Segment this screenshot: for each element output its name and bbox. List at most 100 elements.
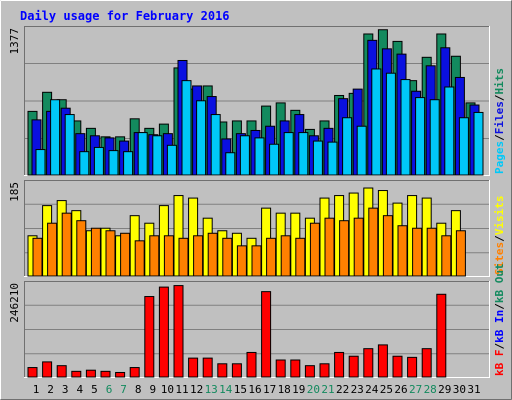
bar-sites-day-22 — [339, 220, 350, 277]
x-tick-label: 27 — [409, 383, 422, 396]
bar-pages-day-31 — [473, 111, 484, 176]
bar-sites-day-11 — [178, 237, 189, 277]
bar-pages-day-7 — [123, 151, 134, 176]
legend-item: kB Out — [493, 263, 506, 303]
bar-kb-f-day-22 — [334, 351, 345, 378]
bar-pages-day-27 — [415, 97, 426, 176]
bar-kb-f-day-9 — [144, 296, 155, 378]
x-tick-label: 12 — [190, 383, 203, 396]
bar-sites-day-19 — [295, 237, 306, 277]
bar-pages-day-14 — [225, 152, 236, 176]
x-tick-label: 20 — [307, 383, 320, 396]
bar-kb-f-day-18 — [275, 359, 286, 378]
bar-pages-day-6 — [108, 150, 119, 176]
bar-pages-day-16 — [254, 137, 265, 176]
bar-sites-day-14 — [222, 237, 233, 277]
bar-kb-f-day-4 — [71, 370, 82, 378]
bar-pages-day-30 — [458, 117, 469, 176]
bar-pages-day-17 — [269, 143, 280, 176]
bar-kb-f-day-26 — [392, 355, 403, 378]
bar-kb-f-day-17 — [261, 291, 272, 378]
bar-sites-day-17 — [266, 237, 277, 277]
bar-sites-day-30 — [455, 230, 466, 277]
bar-sites-day-25 — [382, 215, 393, 277]
bar-sites-day-6 — [105, 230, 116, 277]
x-tick-label: 13 — [205, 383, 218, 396]
bar-pages-day-26 — [400, 79, 411, 176]
bar-kb-f-day-13 — [202, 357, 213, 378]
bar-kb-f-day-12 — [188, 357, 199, 378]
bar-pages-day-10 — [166, 144, 177, 176]
bar-kb-f-day-15 — [231, 363, 242, 378]
legend-item: Files — [493, 101, 506, 134]
bar-pages-day-21 — [327, 141, 338, 176]
x-tick-label: 11 — [175, 383, 188, 396]
x-tick-label: 31 — [467, 383, 480, 396]
bar-pages-day-5 — [93, 146, 104, 176]
x-tick-label: 18 — [278, 383, 291, 396]
bar-sites-day-15 — [236, 245, 247, 277]
y-max-label: 246210 — [8, 283, 21, 323]
x-tick-label: 5 — [91, 383, 98, 396]
legend-item: kB In — [493, 310, 506, 343]
x-tick-label: 3 — [62, 383, 69, 396]
bar-kb-f-day-21 — [319, 363, 330, 378]
chart-title: Daily usage for February 2016 — [20, 9, 230, 23]
bar-sites-day-21 — [324, 217, 335, 277]
bar-sites-day-23 — [353, 217, 364, 277]
x-tick-label: 14 — [219, 383, 233, 396]
x-tick-label: 2 — [47, 383, 54, 396]
legend-item: Visits — [493, 196, 506, 236]
bar-kb-f-day-29 — [436, 293, 447, 378]
panel-3: 246210 kB F/kB In/kB Out — [8, 263, 506, 378]
bar-pages-day-4 — [79, 151, 90, 176]
bar-kb-f-day-25 — [377, 344, 388, 378]
x-tick-label: 24 — [365, 383, 379, 396]
bar-sites-day-12 — [193, 235, 204, 277]
bar-sites-day-7 — [120, 232, 131, 277]
bar-pages-day-19 — [298, 132, 309, 176]
bar-pages-day-12 — [196, 100, 207, 176]
bar-sites-day-24 — [368, 207, 379, 277]
legend-item: kB F — [493, 350, 506, 377]
x-tick-label: 19 — [292, 383, 305, 396]
bar-pages-day-22 — [342, 117, 353, 176]
legend-2: Sites/Visits — [493, 196, 506, 276]
bar-sites-day-20 — [309, 222, 320, 277]
bar-sites-day-9 — [149, 235, 160, 277]
bar-kb-f-day-20 — [304, 365, 315, 378]
panel-2: 185 Sites/Visits — [8, 180, 506, 277]
bar-sites-day-18 — [280, 235, 291, 277]
bar-sites-day-5 — [90, 227, 101, 277]
bar-sites-day-10 — [163, 235, 174, 277]
bar-pages-day-15 — [239, 135, 250, 176]
x-tick-label: 9 — [149, 383, 156, 396]
legend-item: Sites — [493, 242, 506, 275]
bar-sites-day-16 — [251, 245, 262, 277]
bar-pages-day-25 — [385, 72, 396, 176]
bar-pages-day-29 — [444, 86, 455, 176]
bar-kb-f-day-16 — [246, 351, 257, 378]
bar-kb-f-day-11 — [173, 285, 184, 378]
bar-pages-day-13 — [210, 114, 221, 176]
x-tick-label: 10 — [161, 383, 174, 396]
y-max-label: 1377 — [8, 28, 21, 55]
x-tick-label: 6 — [106, 383, 113, 396]
legend-item: Pages — [493, 141, 506, 174]
x-tick-label: 25 — [380, 383, 393, 396]
bar-kb-f-day-5 — [85, 369, 96, 378]
panel-1: 1377 Pages/Files/Hits — [8, 26, 506, 176]
bar-kb-f-day-14 — [217, 363, 228, 378]
bar-sites-day-4 — [76, 220, 87, 277]
x-tick-label: 15 — [234, 383, 247, 396]
bar-pages-day-28 — [429, 99, 440, 176]
x-tick-label: 22 — [336, 383, 349, 396]
y-max-label: 185 — [8, 182, 21, 202]
x-tick-label: 8 — [135, 383, 142, 396]
bar-kb-f-day-27 — [407, 356, 418, 378]
x-axis-labels: 1 2 3 4 5 6 7 8 9 10 11 12 13 14 15 16 17 18 19 20 21 22 23 24 2… — [33, 383, 481, 396]
bar-pages-day-24 — [371, 68, 382, 176]
bar-pages-day-11 — [181, 80, 192, 176]
bar-sites-day-29 — [441, 235, 452, 277]
